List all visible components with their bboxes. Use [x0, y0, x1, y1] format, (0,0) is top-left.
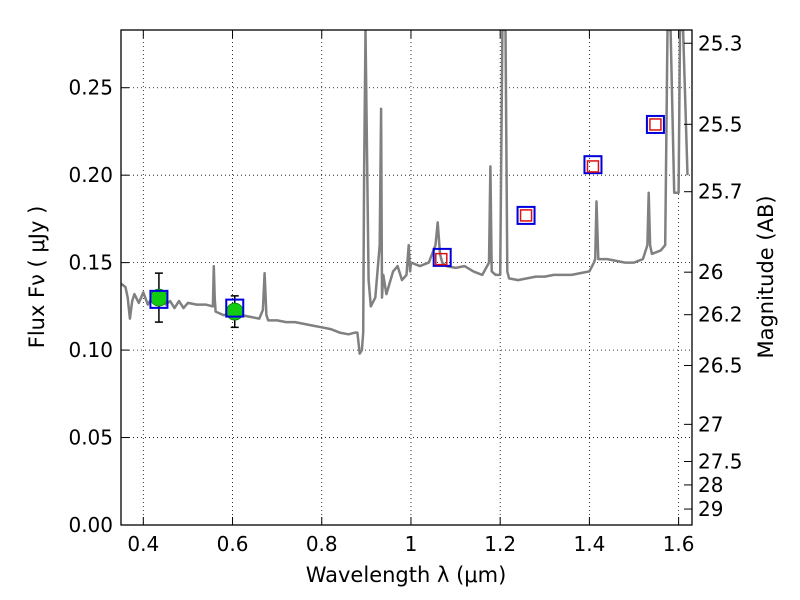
grid-lines [121, 30, 692, 526]
x-tick-label: 0.6 [217, 532, 249, 556]
mag-tick-label: 26.5 [698, 353, 743, 377]
plot-area [121, 30, 689, 355]
mag-tick-label: 25.7 [698, 180, 743, 204]
y-tick-label: 0.20 [68, 163, 113, 187]
spectrum-line [121, 30, 689, 355]
mag-tick-label: 29 [698, 497, 723, 521]
model-square-marker [645, 114, 665, 134]
plot-frame [120, 29, 693, 526]
model-square-marker [432, 247, 452, 267]
mag-tick-label: 26 [698, 260, 723, 284]
mag-tick-label: 28 [698, 473, 723, 497]
mag-tick-label: 27 [698, 412, 723, 436]
predicted-square-marker [519, 209, 533, 222]
x-tick-label: 1.2 [484, 532, 516, 556]
y-tick-label: 0.00 [68, 513, 113, 537]
y-axis-label: Flux Fν ( μJy ) [25, 206, 49, 349]
x-tick-label: 1 [405, 532, 418, 556]
predicted-square-marker [649, 118, 662, 131]
mag-tick-label: 25.3 [698, 31, 743, 55]
predicted-square-marker [586, 160, 600, 173]
predicted-square-marker [435, 252, 448, 266]
model-square-marker [583, 155, 603, 175]
x-tick-label: 0.4 [127, 532, 159, 556]
mag-tick-label: 26.2 [698, 303, 743, 327]
y-tick-label: 0.15 [68, 251, 113, 275]
x-tick-label: 0.8 [306, 532, 338, 556]
x-axis-label: Wavelength λ (μm) [306, 563, 507, 587]
axis-ticks: 0.4 0.6 0.8 1 1.2 1.4 1.6 0.00 0.05 0.10 0.15 0.20 0… [68, 30, 743, 556]
mag-tick-label: 25.5 [698, 112, 743, 136]
y-tick-label: 0.10 [68, 338, 113, 362]
y-tick-label: 0.25 [68, 76, 113, 100]
x-tick-label: 1.4 [573, 532, 605, 556]
y2-axis-label: Magnitude (AB) [754, 195, 778, 358]
model-square-marker [516, 205, 536, 225]
model-square-marker [149, 289, 169, 309]
y-tick-label: 0.05 [68, 426, 113, 450]
x-tick-label: 1.6 [663, 532, 695, 556]
model-square-marker [225, 298, 245, 318]
mag-tick-label: 27.5 [698, 449, 743, 473]
